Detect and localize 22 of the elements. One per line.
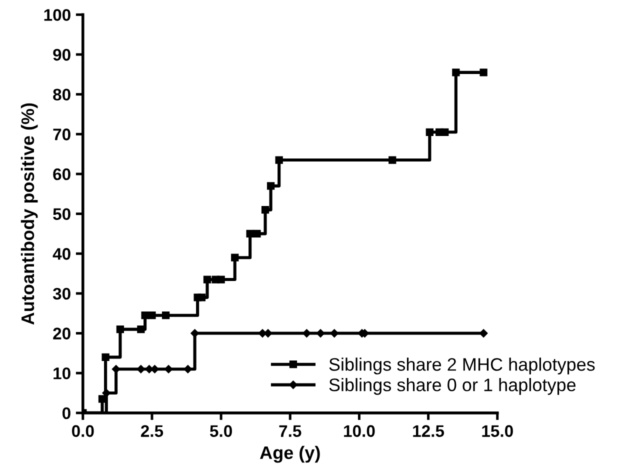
legend-label: Siblings share 2 MHC haplotypes bbox=[329, 358, 595, 374]
x-tick-label: 2.5 bbox=[140, 425, 164, 437]
x-tick-label: 5.0 bbox=[210, 425, 232, 437]
y-tick-label: 50 bbox=[53, 208, 70, 220]
y-tick-label: 90 bbox=[53, 48, 70, 61]
legend-label: Siblings share 0 or 1 haplotype bbox=[329, 378, 576, 395]
y-tick-label: 40 bbox=[52, 248, 70, 260]
x-tick-label: 7.5 bbox=[279, 425, 302, 437]
x-tick-label: 10.0 bbox=[344, 425, 375, 437]
y-tick-label: 30 bbox=[52, 288, 70, 300]
y-tick-label: 80 bbox=[53, 88, 70, 101]
x-tick-label: 15.0 bbox=[482, 425, 513, 437]
y-axis-title: Autoantibody positive (%) bbox=[20, 103, 38, 325]
y-tick-label: 60 bbox=[53, 168, 70, 180]
y-tick-label: 20 bbox=[53, 328, 70, 340]
y-tick-label: 70 bbox=[53, 128, 70, 140]
y-tick-label: 100 bbox=[44, 9, 70, 21]
x-axis-title: Age (y) bbox=[260, 446, 320, 463]
x-tick-label: 12.5 bbox=[413, 425, 444, 437]
y-tick-label: 0 bbox=[62, 407, 70, 420]
x-tick-label: 0.0 bbox=[72, 425, 94, 437]
y-tick-label: 10 bbox=[54, 368, 70, 380]
